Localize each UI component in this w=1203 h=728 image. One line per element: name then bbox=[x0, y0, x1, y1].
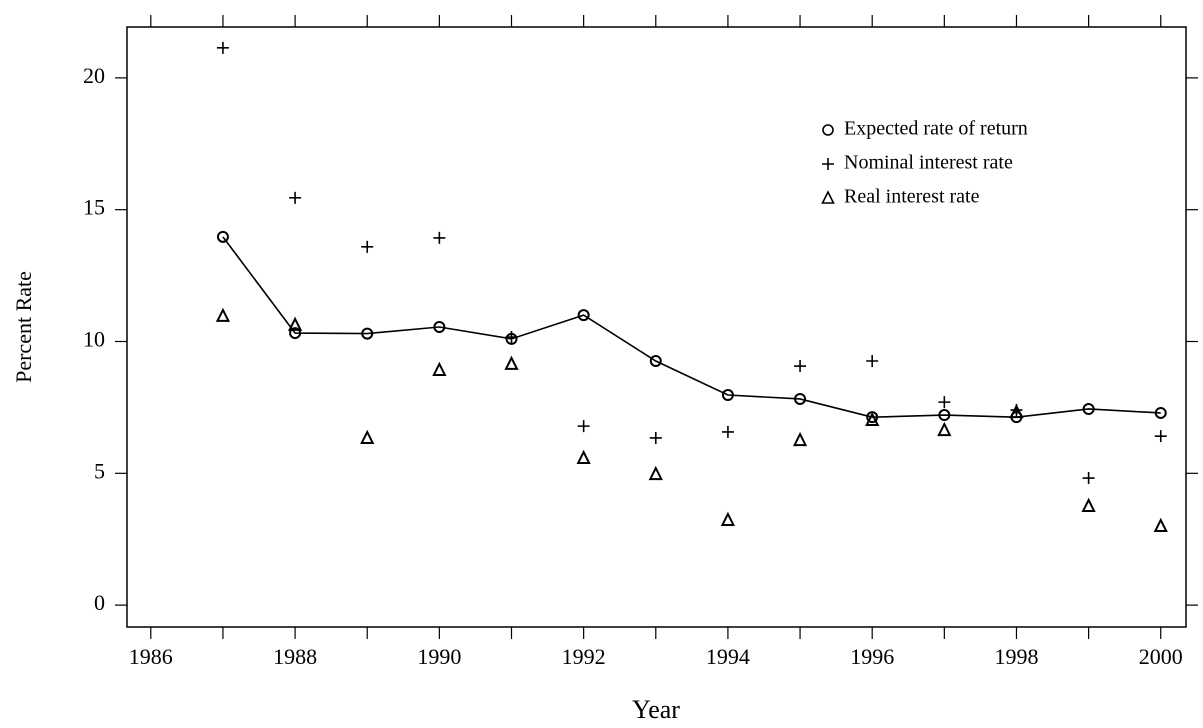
data-point bbox=[1081, 497, 1096, 512]
data-point bbox=[216, 41, 229, 54]
data-point bbox=[289, 191, 302, 204]
plot-frame bbox=[126, 26, 1187, 628]
data-point bbox=[1009, 403, 1024, 419]
data-point bbox=[215, 307, 231, 322]
x-axis-label: Year bbox=[632, 695, 680, 724]
y-tick-label: 5 bbox=[94, 458, 105, 483]
y-tick-label: 10 bbox=[83, 327, 105, 352]
x-tick-label: 1986 bbox=[129, 644, 173, 669]
data-point bbox=[794, 360, 807, 373]
legend-text: Real interest rate bbox=[844, 186, 980, 208]
data-point bbox=[577, 309, 590, 322]
x-tick-label: 2000 bbox=[1139, 644, 1183, 669]
data-point bbox=[289, 327, 302, 340]
data-point bbox=[865, 411, 880, 427]
y-tick-label: 20 bbox=[83, 63, 105, 88]
data-point bbox=[1154, 406, 1167, 419]
y-tick-label: 15 bbox=[83, 195, 105, 220]
x-tick-label: 1988 bbox=[273, 644, 317, 669]
y-tick-label: 0 bbox=[94, 590, 105, 615]
data-point bbox=[721, 425, 734, 438]
data-point bbox=[720, 511, 736, 526]
data-point bbox=[938, 396, 951, 409]
data-point bbox=[1153, 517, 1168, 533]
data-point bbox=[1082, 402, 1095, 415]
data-point bbox=[1154, 430, 1167, 443]
data-point bbox=[577, 420, 590, 433]
data-point bbox=[433, 231, 446, 244]
data-point bbox=[938, 409, 951, 422]
data-point bbox=[794, 392, 807, 405]
data-point bbox=[866, 355, 879, 368]
data-point bbox=[360, 429, 375, 444]
data-point bbox=[287, 316, 303, 331]
legend-marker bbox=[821, 190, 835, 204]
y-axis-label: Percent Rate bbox=[11, 271, 36, 383]
x-tick-label: 1994 bbox=[706, 644, 750, 669]
data-point bbox=[504, 355, 519, 370]
legend-marker bbox=[822, 124, 834, 136]
data-point bbox=[505, 331, 518, 344]
x-tick-label: 1998 bbox=[994, 644, 1038, 669]
data-point bbox=[792, 431, 808, 447]
data-point bbox=[576, 449, 591, 465]
data-point bbox=[649, 355, 662, 368]
data-point bbox=[721, 389, 734, 402]
data-point bbox=[361, 327, 374, 340]
data-point bbox=[216, 230, 229, 243]
data-point bbox=[649, 431, 662, 444]
data-point bbox=[937, 421, 952, 437]
series-line bbox=[222, 236, 1161, 418]
data-point bbox=[361, 240, 374, 253]
legend-text: Nominal interest rate bbox=[844, 152, 1013, 174]
x-tick-label: 1990 bbox=[417, 644, 461, 669]
x-tick-label: 1992 bbox=[562, 644, 606, 669]
data-point bbox=[432, 361, 447, 376]
data-point bbox=[648, 465, 663, 481]
legend-marker bbox=[822, 158, 834, 170]
data-point bbox=[1082, 472, 1095, 485]
data-point bbox=[433, 321, 446, 333]
x-tick-label: 1996 bbox=[850, 644, 894, 669]
legend-text: Expected rate of return bbox=[844, 118, 1028, 140]
